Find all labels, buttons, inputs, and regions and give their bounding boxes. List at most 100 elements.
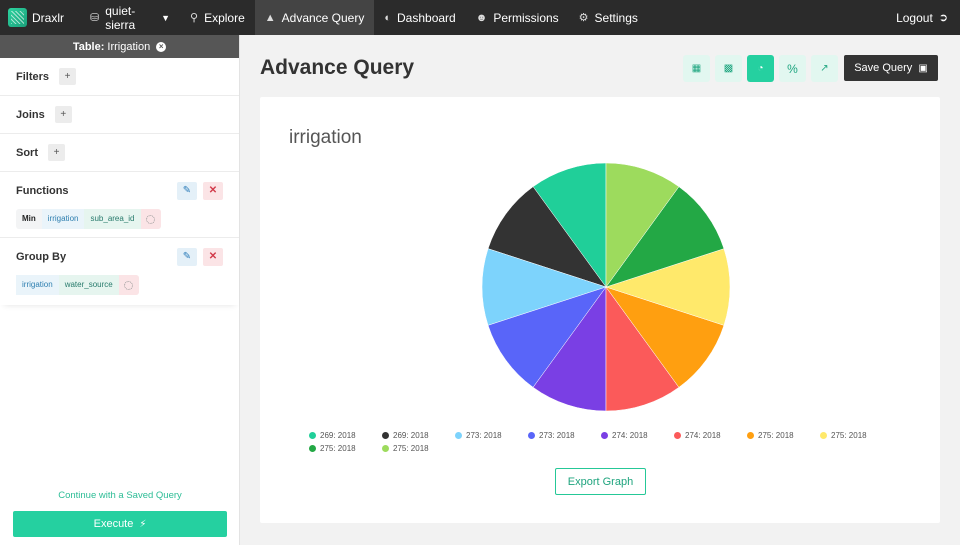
group-by-chip[interactable]: irrigation water_source bbox=[16, 275, 139, 295]
close-icon: ✕ bbox=[208, 184, 218, 196]
legend-item-6[interactable]: 275: 2018 bbox=[747, 431, 820, 440]
table-view-button[interactable]: ▦ bbox=[683, 55, 710, 82]
legend-label: 275: 2018 bbox=[758, 431, 794, 440]
legend-dot bbox=[455, 432, 462, 439]
line-chart-icon: ↗ bbox=[820, 63, 829, 74]
remove-function-button[interactable] bbox=[140, 209, 161, 229]
execute-button[interactable]: Execute ⚡︎ bbox=[13, 511, 227, 537]
edit-functions-button[interactable]: ✎ bbox=[177, 181, 197, 200]
function-chip[interactable]: Min irrigation sub_area_id bbox=[16, 209, 161, 229]
joins-title: Joins bbox=[16, 108, 45, 121]
saved-query-link[interactable]: Continue with a Saved Query bbox=[58, 490, 182, 501]
legend-label: 273: 2018 bbox=[466, 431, 502, 440]
nav-settings[interactable]: ⚙ Settings bbox=[569, 0, 648, 35]
logout-label: Logout bbox=[896, 10, 933, 25]
legend-label: 269: 2018 bbox=[320, 431, 356, 440]
nav-explore-label: Explore bbox=[204, 10, 245, 25]
delete-functions-button[interactable]: ✕ bbox=[203, 181, 223, 200]
add-join-button[interactable]: + bbox=[54, 106, 72, 123]
bar-chart-icon: ▩ bbox=[723, 63, 734, 74]
pie-chart-button[interactable]: ◔ bbox=[747, 55, 774, 82]
function-name: Min bbox=[22, 214, 36, 223]
users-icon: ☻ bbox=[475, 11, 488, 24]
line-chart-button[interactable]: ↗ bbox=[811, 55, 838, 82]
pie-slice-5[interactable] bbox=[605, 286, 680, 412]
legend-label: 275: 2018 bbox=[320, 444, 356, 453]
nav-dashboard[interactable]: ◐ Dashboard bbox=[374, 0, 465, 35]
bolt-icon: ⚡︎ bbox=[139, 518, 147, 530]
percent-button[interactable]: % bbox=[779, 55, 806, 82]
brand[interactable]: Draxlr bbox=[0, 8, 80, 27]
close-icon[interactable]: × bbox=[156, 41, 167, 52]
save-query-button[interactable]: Save Query ▣ bbox=[844, 55, 938, 81]
pencil-icon: ✎ bbox=[182, 250, 192, 262]
legend-item-9[interactable]: 275: 2018 bbox=[382, 444, 455, 453]
legend-dot bbox=[382, 432, 389, 439]
pie-slice-0[interactable] bbox=[532, 162, 607, 288]
group-by-table: irrigation bbox=[16, 275, 59, 295]
table-icon: ▦ bbox=[691, 63, 702, 74]
legend-dot bbox=[382, 445, 389, 452]
chart-card: irrigation 269: 2018 269: 2018 273: 2018 27… bbox=[260, 97, 940, 523]
database-selector[interactable]: ⛁ quiet-sierra ▼ bbox=[80, 0, 180, 35]
pie-slice-1[interactable] bbox=[487, 186, 607, 288]
legend-label: 274: 2018 bbox=[612, 431, 648, 440]
table-header: Table: Irrigation × bbox=[0, 35, 239, 58]
remove-icon bbox=[124, 280, 134, 290]
filters-title: Filters bbox=[16, 70, 50, 83]
view-toggle-group: ▦ ▩ ◔ % ↗ bbox=[683, 55, 843, 82]
pie-slice-2[interactable] bbox=[481, 248, 607, 326]
legend-item-1[interactable]: 269: 2018 bbox=[382, 431, 455, 440]
add-filter-button[interactable]: + bbox=[59, 68, 77, 85]
bar-chart-button[interactable]: ▩ bbox=[715, 55, 742, 82]
legend-item-2[interactable]: 273: 2018 bbox=[455, 431, 528, 440]
legend-item-0[interactable]: 269: 2018 bbox=[309, 431, 382, 440]
pie-slice-7[interactable] bbox=[605, 248, 731, 326]
draxlr-logo-icon bbox=[8, 8, 27, 27]
legend-item-4[interactable]: 274: 2018 bbox=[601, 431, 674, 440]
logout-button[interactable]: Logout ➲ bbox=[886, 0, 960, 35]
nav-permissions-label: Permissions bbox=[493, 10, 559, 25]
legend-dot bbox=[309, 432, 316, 439]
floppy-disk-icon: ▣ bbox=[918, 62, 928, 74]
export-graph-button[interactable]: Export Graph bbox=[555, 468, 646, 495]
table-prefix: Table: bbox=[72, 40, 105, 53]
save-query-label: Save Query bbox=[854, 62, 913, 74]
edit-group-by-button[interactable]: ✎ bbox=[177, 247, 197, 266]
legend-label: 275: 2018 bbox=[831, 431, 867, 440]
pie-slice-8[interactable] bbox=[605, 186, 725, 288]
pie-chart-icon: ◔ bbox=[757, 63, 764, 74]
pie-chart bbox=[481, 162, 731, 412]
legend-dot bbox=[747, 432, 754, 439]
legend-item-3[interactable]: 273: 2018 bbox=[528, 431, 601, 440]
percent-icon: % bbox=[787, 61, 798, 76]
dashboard-icon: ◐ bbox=[384, 11, 392, 24]
group-by-section: Group By ✎ ✕ irrigation water_source bbox=[0, 238, 239, 305]
remove-group-by-button[interactable] bbox=[118, 275, 139, 295]
remove-icon bbox=[146, 214, 156, 224]
nav-advance-query[interactable]: ▲ Advance Query bbox=[254, 0, 375, 35]
nav-permissions[interactable]: ☻ Permissions bbox=[466, 0, 569, 35]
execute-label: Execute bbox=[93, 518, 134, 530]
legend-item-5[interactable]: 274: 2018 bbox=[674, 431, 747, 440]
nav-dashboard-label: Dashboard bbox=[397, 10, 456, 25]
nav-explore[interactable]: ⚲ Explore bbox=[180, 0, 255, 35]
legend-item-7[interactable]: 275: 2018 bbox=[820, 431, 893, 440]
nav-advance-query-label: Advance Query bbox=[281, 10, 365, 25]
legend-label: 275: 2018 bbox=[393, 444, 429, 453]
sort-section: Sort + bbox=[0, 134, 239, 172]
legend-label: 269: 2018 bbox=[393, 431, 429, 440]
add-sort-button[interactable]: + bbox=[48, 144, 65, 161]
legend-item-8[interactable]: 275: 2018 bbox=[309, 444, 382, 453]
legend-dot bbox=[674, 432, 681, 439]
group-by-column: water_source bbox=[58, 275, 119, 295]
chevron-down-icon: ▼ bbox=[161, 12, 170, 23]
functions-title: Functions bbox=[16, 184, 69, 197]
delete-group-by-button[interactable]: ✕ bbox=[203, 247, 223, 266]
pie-slice-4[interactable] bbox=[532, 286, 607, 412]
pie-slice-6[interactable] bbox=[605, 286, 725, 388]
pie-slice-3[interactable] bbox=[487, 286, 607, 388]
pie-slice-9[interactable] bbox=[605, 162, 680, 288]
legend-dot bbox=[309, 445, 316, 452]
joins-section: Joins + bbox=[0, 96, 239, 134]
